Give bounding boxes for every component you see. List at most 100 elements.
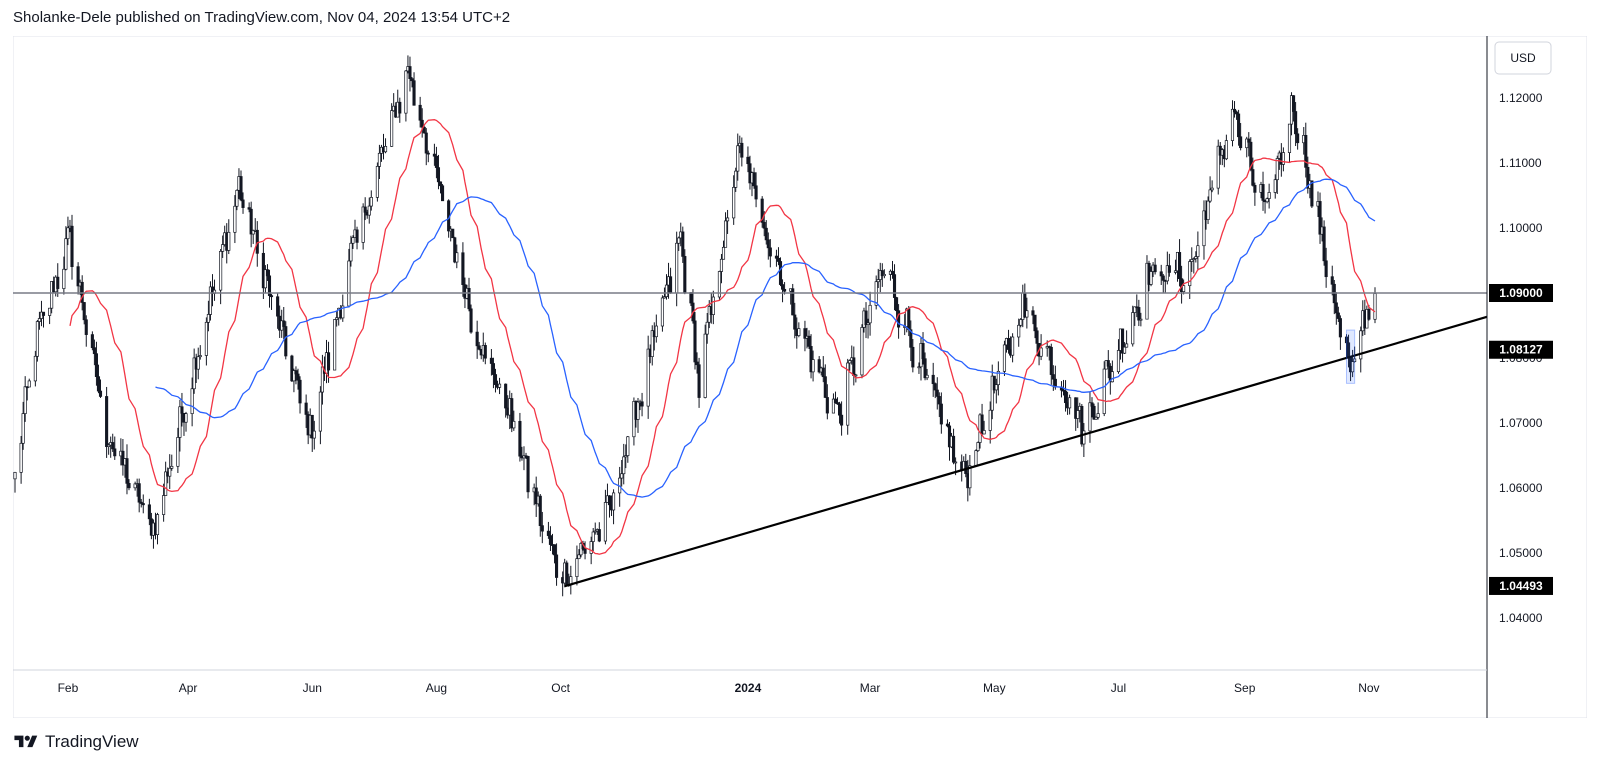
candle xyxy=(267,269,272,308)
candle-body xyxy=(475,331,479,347)
candle-body xyxy=(1232,108,1237,113)
candle xyxy=(133,481,137,491)
candle-body xyxy=(1068,397,1072,409)
candle-body xyxy=(263,269,267,289)
candle-body xyxy=(1188,261,1192,287)
candle xyxy=(1296,128,1300,150)
candle-body xyxy=(50,281,54,309)
candle xyxy=(333,319,337,371)
candle xyxy=(1194,251,1198,263)
candle-body xyxy=(1092,405,1096,420)
candle xyxy=(1035,327,1039,356)
candle-body xyxy=(921,343,925,360)
candle-body xyxy=(1137,307,1141,321)
candle xyxy=(312,420,316,450)
candle-body xyxy=(440,185,445,202)
candle-body xyxy=(526,456,530,493)
candle-body xyxy=(952,435,956,463)
candle-body xyxy=(111,442,115,450)
candle-body xyxy=(646,348,650,407)
candle xyxy=(890,260,895,279)
candle-body xyxy=(113,448,117,457)
candle-body xyxy=(890,270,895,275)
candle-body xyxy=(196,356,200,370)
currency-button[interactable]: USD xyxy=(1494,41,1552,75)
candle xyxy=(895,296,899,320)
candle xyxy=(552,544,557,564)
candle-body xyxy=(180,406,184,414)
candle-body xyxy=(734,170,738,188)
candle xyxy=(269,293,274,310)
candle-body xyxy=(1120,328,1125,354)
candle xyxy=(493,368,498,393)
candle xyxy=(603,489,607,545)
candle-body xyxy=(62,268,66,289)
candle-body xyxy=(1239,136,1243,149)
candle xyxy=(746,146,750,173)
candle-body xyxy=(565,562,569,586)
candle-body xyxy=(184,413,188,423)
candle xyxy=(719,253,724,284)
candle-body xyxy=(1344,336,1349,344)
candle-body xyxy=(318,391,322,432)
candle-body xyxy=(736,145,740,172)
candle-body xyxy=(125,458,129,484)
candle xyxy=(164,461,168,496)
candle xyxy=(37,311,41,330)
candle xyxy=(227,219,231,255)
time-axis[interactable]: Feb Apr Jun Aug Oct 2024 Mar May Jul Sep Nov xyxy=(58,681,1380,695)
candle xyxy=(263,265,267,293)
candle xyxy=(355,226,359,250)
time-tick-label: Nov xyxy=(1358,681,1379,695)
candle xyxy=(1232,101,1237,118)
time-tick-label: Jun xyxy=(303,681,322,695)
candle xyxy=(583,541,587,560)
candle-body xyxy=(147,504,151,520)
candle xyxy=(290,354,294,382)
candles-layer xyxy=(13,55,1377,597)
candle-body xyxy=(1049,346,1053,375)
candle-body xyxy=(1208,189,1212,202)
price-chart[interactable]: 1.040001.050001.060001.070001.080001.100… xyxy=(12,35,1588,719)
candle xyxy=(909,320,913,362)
candle xyxy=(198,345,202,360)
candle xyxy=(64,226,68,271)
time-tick-label: Sep xyxy=(1234,681,1256,695)
candle-body xyxy=(1153,264,1157,273)
candle-body xyxy=(239,176,243,201)
candle xyxy=(1149,266,1153,287)
candle-body xyxy=(233,205,237,233)
candle xyxy=(860,324,864,379)
candle-body xyxy=(835,402,840,405)
candle xyxy=(626,435,630,463)
time-tick-label: 2024 xyxy=(735,681,762,695)
candle-body xyxy=(937,396,941,405)
price-label-text: 1.09000 xyxy=(1499,286,1543,300)
candle-body xyxy=(538,495,542,526)
candle xyxy=(1090,397,1094,418)
price-tick-label: 1.12000 xyxy=(1499,91,1543,105)
candle xyxy=(1210,180,1214,193)
candle-body xyxy=(825,397,829,414)
candle xyxy=(219,249,223,305)
candle-body xyxy=(363,206,367,213)
candle xyxy=(41,311,46,328)
candle-body xyxy=(94,353,98,377)
candle-body xyxy=(664,284,669,297)
candle-body xyxy=(1173,270,1178,273)
candle xyxy=(251,229,255,244)
candle-body xyxy=(1304,134,1308,168)
candle-body xyxy=(925,374,929,379)
candle xyxy=(764,220,768,245)
candle xyxy=(326,341,331,383)
candle-body xyxy=(703,333,707,398)
candle-body xyxy=(746,156,750,165)
candle-body xyxy=(390,110,394,147)
candle-body xyxy=(791,288,795,316)
candle-body xyxy=(1192,258,1196,260)
price-axis[interactable]: 1.040001.050001.060001.070001.080001.100… xyxy=(1489,91,1553,625)
candle-body xyxy=(276,296,280,317)
chart-area[interactable]: 1.040001.050001.060001.070001.080001.100… xyxy=(12,35,1588,719)
candle xyxy=(408,56,412,92)
candle-body xyxy=(803,328,807,339)
